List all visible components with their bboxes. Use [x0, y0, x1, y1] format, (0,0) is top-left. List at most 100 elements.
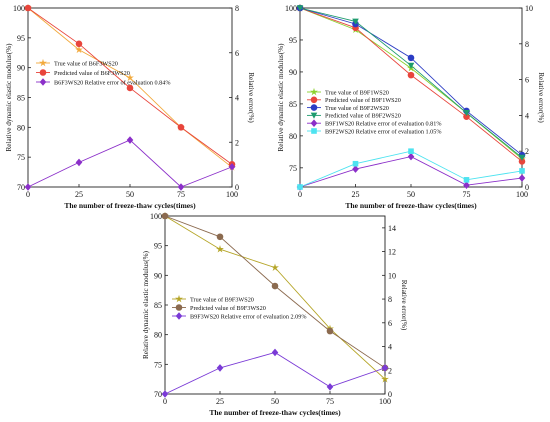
- y-tick-label: 90: [17, 64, 25, 73]
- data-point: [407, 54, 415, 62]
- data-point: [24, 183, 32, 191]
- data-point: [271, 348, 279, 357]
- y2-tick-label: 6: [525, 76, 529, 85]
- data-point: [75, 40, 83, 48]
- y2-tick-label: 6: [388, 319, 392, 328]
- data-point: [381, 364, 389, 372]
- data-point: [518, 154, 526, 161]
- data-point: [352, 160, 359, 167]
- y2-tick-label: 6: [235, 49, 239, 58]
- x-tick-label: 0: [26, 190, 30, 199]
- data-point: [326, 383, 334, 391]
- y2-tick-label: 10: [525, 4, 533, 13]
- data-point: [463, 181, 470, 190]
- data-point: [407, 62, 415, 69]
- legend-label: B9F1WS20 Relative error of evaluation 0.…: [325, 121, 442, 128]
- x-tick-label: 25: [216, 397, 224, 406]
- legend-label: B9F2WS20 Relative error of evaluation 1.…: [325, 128, 442, 135]
- data-point: [216, 233, 224, 241]
- y-tick-label: 90: [154, 271, 162, 280]
- legend-marker: [39, 58, 47, 67]
- y-tick-label: 70: [154, 390, 162, 399]
- y2-axis-label: Relative error(%): [537, 72, 545, 123]
- x-axis-label: The number of freeze-thaw cycles(times): [209, 408, 341, 417]
- data-point: [519, 168, 525, 174]
- y-tick-label: 95: [17, 34, 25, 43]
- x-tick-label: 50: [407, 190, 415, 199]
- y-tick-label: 75: [289, 164, 297, 173]
- data-point: [518, 158, 526, 165]
- y2-axis-label: Relative error(%): [400, 280, 408, 331]
- x-tick-label: 0: [163, 397, 167, 406]
- data-point: [126, 136, 134, 144]
- legend-label: True value of B9F2WS20: [325, 105, 389, 112]
- data-point: [297, 184, 303, 190]
- x-tick-label: 25: [75, 190, 83, 199]
- legend-label: Predicted value of B6F3WS20: [54, 70, 130, 77]
- y-tick-label: 85: [154, 301, 162, 310]
- x-axis-label: The number of freeze-thaw cycles(times): [64, 201, 196, 210]
- y-tick-label: 80: [154, 331, 162, 340]
- y-tick-label: 95: [154, 242, 162, 251]
- data-point: [216, 364, 224, 372]
- data-point: [177, 183, 185, 191]
- legend-label: True value of B6F3WS20: [54, 60, 118, 67]
- y2-tick-label: 0: [388, 390, 392, 399]
- data-point: [271, 282, 279, 290]
- data-point: [381, 375, 389, 383]
- data-point: [408, 148, 414, 154]
- series-line: [299, 7, 523, 160]
- x-tick-label: 25: [352, 190, 360, 199]
- data-point: [463, 113, 470, 120]
- data-point: [161, 390, 169, 398]
- series-line: [164, 215, 386, 369]
- x-tick-label: 50: [126, 190, 134, 199]
- y2-tick-label: 2: [525, 147, 529, 156]
- y2-tick-label: 8: [235, 4, 239, 13]
- y-tick-label: 100: [150, 212, 162, 221]
- data-point: [352, 18, 359, 25]
- y-axis-label: Relative dynamic elastic modulus(%): [142, 250, 150, 359]
- y2-tick-label: 2: [235, 138, 239, 147]
- data-point: [216, 245, 224, 253]
- legend-marker: [175, 304, 183, 311]
- y2-tick-label: 4: [235, 94, 239, 103]
- legend-marker: [311, 128, 317, 134]
- data-point: [177, 124, 185, 131]
- data-point: [463, 177, 470, 183]
- legend-marker: [310, 112, 318, 119]
- legend-marker: [310, 104, 318, 111]
- y2-tick-label: 4: [388, 343, 392, 352]
- series-line: [299, 7, 523, 162]
- data-point: [352, 165, 359, 173]
- legend-marker: [310, 87, 318, 96]
- legend-label: B6F3WS20 Relative error of evaluation 0.…: [54, 79, 171, 86]
- data-point: [271, 263, 279, 271]
- data-point: [518, 174, 526, 182]
- x-tick-label: 50: [271, 397, 279, 406]
- y2-tick-label: 14: [388, 224, 396, 233]
- data-point: [407, 71, 415, 79]
- x-tick-label: 75: [326, 397, 334, 406]
- plot-frame: [27, 7, 233, 188]
- legend-label: Predicted value of B9F1WS20: [325, 97, 401, 104]
- y2-tick-label: 8: [388, 295, 392, 304]
- y-tick-label: 100: [285, 4, 297, 13]
- legend-label: True value of B9F1WS20: [325, 89, 389, 96]
- y2-tick-label: 0: [235, 183, 239, 192]
- series-line: [27, 139, 233, 188]
- legend-label: Predicted value of B9F3WS20: [190, 305, 266, 312]
- y2-axis-label: Relative error(%): [247, 72, 255, 123]
- y-axis-label: Relative dynamic elastic modulus(%): [5, 43, 13, 152]
- legend-marker: [175, 312, 183, 320]
- data-point: [463, 110, 470, 117]
- y2-tick-label: 12: [388, 248, 396, 257]
- data-point: [228, 163, 236, 171]
- legend-label: True value of B9F3WS20: [190, 296, 254, 303]
- legend-marker: [175, 294, 183, 303]
- y-tick-label: 80: [289, 132, 297, 141]
- legend-label: B9F3WS20 Relative error of evaluation 2.…: [190, 313, 307, 320]
